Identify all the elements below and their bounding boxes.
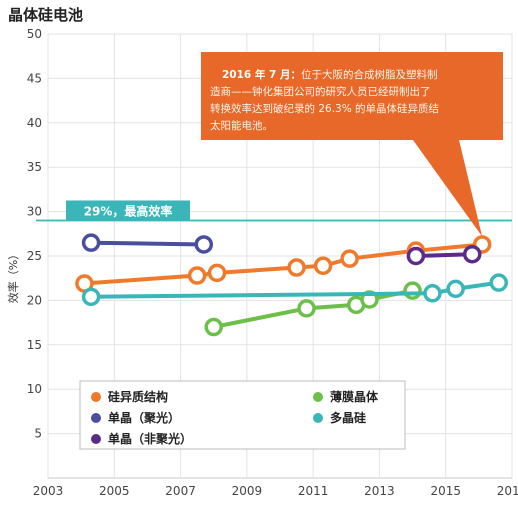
legend-marker — [313, 392, 323, 402]
series-line — [89, 280, 501, 299]
y-tick-label: 20 — [27, 293, 42, 307]
series-4 — [81, 273, 508, 307]
chart-title: 晶体硅电池 — [8, 6, 83, 24]
callout-box — [201, 52, 503, 237]
y-tick-label: 15 — [27, 338, 42, 352]
y-tick-label: 40 — [27, 116, 42, 130]
data-point — [446, 279, 465, 299]
legend-marker — [91, 392, 101, 402]
legend-marker — [91, 413, 101, 423]
series-line — [89, 240, 206, 247]
y-tick-label: 35 — [27, 160, 42, 174]
data-point — [207, 263, 227, 283]
x-tick-label: 2003 — [33, 484, 64, 498]
y-tick-label: 10 — [27, 382, 42, 396]
reference-line-group: 29%，最高效率 — [36, 200, 512, 222]
reference-line-label-box — [66, 200, 190, 221]
legend-box — [79, 380, 406, 450]
data-point — [489, 273, 508, 292]
series-1 — [81, 233, 214, 254]
series-line — [413, 252, 475, 258]
series-2 — [406, 244, 482, 266]
callout-line: 2016 年 7 月：位于大阪的合成树脂及塑料制 — [222, 68, 438, 81]
callout-lead: 2016 年 7 月： — [222, 68, 301, 81]
x-tick-label: 2009 — [232, 484, 263, 498]
data-point — [194, 235, 214, 254]
legend-label: 单晶（聚光） — [108, 410, 180, 425]
y-tick-label: 30 — [27, 205, 42, 219]
x-tick-label: 2017 — [497, 484, 518, 498]
legend-marker — [313, 413, 323, 423]
data-point — [406, 246, 426, 266]
data-point — [287, 258, 306, 277]
y-tick-label: 25 — [27, 249, 42, 263]
legend-label: 单晶（非聚光） — [108, 431, 192, 446]
data-point — [313, 256, 333, 276]
data-point — [340, 249, 359, 268]
data-point — [403, 281, 422, 300]
y-tick-label: 5 — [34, 427, 42, 441]
callout-group: 2016 年 7 月：位于大阪的合成树脂及塑料制造商——钟化集团公司的研究人员已… — [201, 52, 503, 237]
legend-label: 多晶硅 — [330, 410, 366, 425]
legend-marker — [91, 434, 101, 444]
callout-line-2: 转换效率达到破纪录的 26.3% 的单晶体硅异质结 — [210, 102, 439, 115]
callout-line-0: 位于大阪的合成树脂及塑料制 — [301, 68, 438, 81]
x-tick-label: 2011 — [298, 484, 329, 498]
data-point — [81, 287, 101, 307]
x-tick-label: 2013 — [364, 484, 395, 498]
y-axis-ticks: 5 10 15 20 25 30 35 40 45 50 — [27, 27, 42, 441]
x-axis-ticks: 2003 2005 2007 2009 2011 2013 2015 2017 — [33, 484, 518, 498]
callout-line-1: 造商——钟化集团公司的研究人员已经研制出了 — [210, 85, 431, 98]
data-point — [187, 266, 207, 285]
callout-line-3: 太阳能电池。 — [210, 119, 273, 132]
y-tick-label: 45 — [27, 71, 42, 85]
data-point — [462, 244, 482, 264]
reference-line-label: 29%，最高效率 — [84, 203, 173, 218]
y-axis-label: 效率（%） — [6, 249, 20, 303]
legend-label: 硅异质结构 — [108, 389, 168, 404]
y-tick-label: 50 — [27, 27, 42, 41]
data-point — [204, 317, 223, 337]
data-point — [81, 233, 101, 252]
x-tick-label: 2015 — [430, 484, 461, 498]
x-tick-label: 2007 — [165, 484, 196, 498]
series-group — [75, 233, 508, 337]
legend-label: 薄膜晶体 — [330, 389, 379, 404]
data-point — [297, 299, 316, 318]
data-point — [423, 284, 442, 303]
x-tick-label: 2005 — [99, 484, 130, 498]
